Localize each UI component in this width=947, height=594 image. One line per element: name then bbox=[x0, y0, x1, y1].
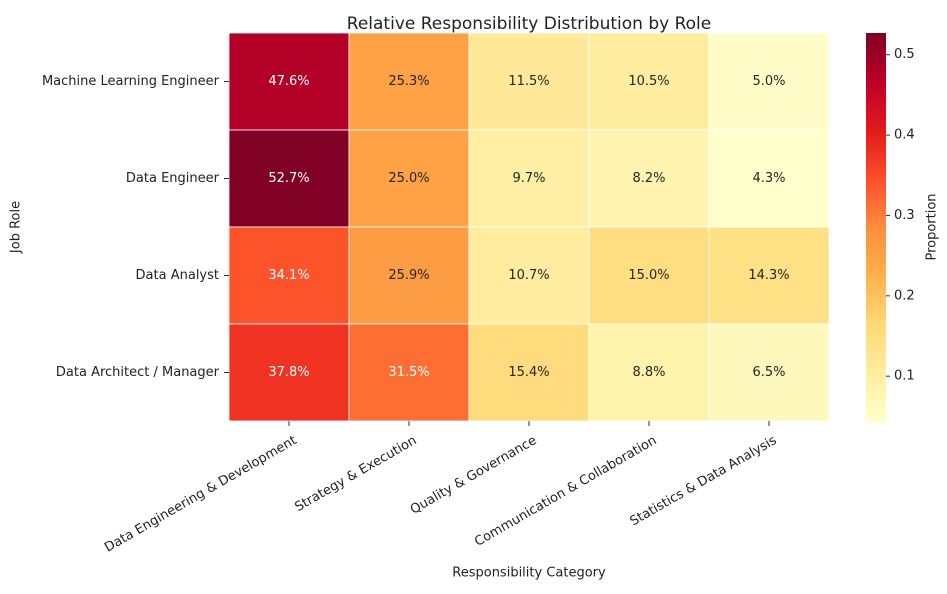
heatmap-cell bbox=[468, 32, 590, 131]
x-axis-label: Responsibility Category bbox=[452, 566, 606, 581]
heatmap-cell bbox=[708, 226, 830, 325]
colorbar-label: Proportion bbox=[925, 193, 940, 260]
colorbar-tick-label: 0.5 bbox=[894, 47, 915, 62]
y-axis-label: Job Role bbox=[9, 201, 24, 254]
cell-value-label: 37.8% bbox=[268, 365, 309, 380]
cell-value-label: 25.3% bbox=[388, 74, 429, 89]
cell-value-label: 6.5% bbox=[752, 365, 785, 380]
heatmap-cell bbox=[468, 129, 590, 228]
colorbar-tick-label: 0.2 bbox=[894, 288, 915, 303]
heatmap-cell bbox=[228, 32, 350, 131]
cell-value-label: 4.3% bbox=[752, 171, 785, 186]
cell-value-label: 34.1% bbox=[268, 268, 309, 283]
x-tick-label: Quality & Governance bbox=[408, 433, 540, 518]
cell-value-label: 25.0% bbox=[388, 171, 429, 186]
cell-value-label: 8.2% bbox=[632, 171, 665, 186]
colorbar-gradient bbox=[866, 33, 886, 422]
heatmap-cell bbox=[468, 226, 590, 325]
heatmap-cell bbox=[348, 32, 470, 131]
heatmap-cell bbox=[228, 129, 350, 228]
heatmap-cell bbox=[708, 129, 830, 228]
colorbar-tick-label: 0.1 bbox=[894, 369, 915, 384]
cell-value-label: 25.9% bbox=[388, 268, 429, 283]
cell-value-label: 52.7% bbox=[268, 171, 309, 186]
heatmap-cell bbox=[708, 323, 830, 422]
cell-value-label: 9.7% bbox=[512, 171, 545, 186]
heatmap-cell bbox=[588, 323, 710, 422]
cell-value-label: 10.7% bbox=[508, 268, 549, 283]
x-tick-label: Strategy & Execution bbox=[292, 433, 419, 515]
y-tick-label: Data Architect / Manager bbox=[56, 365, 220, 380]
cell-value-label: 5.0% bbox=[752, 74, 785, 89]
colorbar-tick-label: 0.4 bbox=[894, 128, 915, 143]
heatmap-cell bbox=[588, 226, 710, 325]
heatmap-cell bbox=[468, 323, 590, 422]
heatmap-cell bbox=[348, 226, 470, 325]
cell-value-label: 31.5% bbox=[388, 365, 429, 380]
y-tick-label: Data Engineer bbox=[126, 171, 220, 186]
cell-value-label: 8.8% bbox=[632, 365, 665, 380]
chart-title: Relative Responsibility Distribution by … bbox=[347, 14, 711, 34]
cell-value-label: 15.0% bbox=[628, 268, 669, 283]
cell-value-label: 10.5% bbox=[628, 74, 669, 89]
heatmap-cell bbox=[348, 323, 470, 422]
heatmap-cell bbox=[588, 32, 710, 131]
cell-value-label: 14.3% bbox=[748, 268, 789, 283]
cell-value-label: 15.4% bbox=[508, 365, 549, 380]
cell-value-label: 11.5% bbox=[508, 74, 549, 89]
y-tick-label: Machine Learning Engineer bbox=[42, 74, 220, 89]
heatmap-cell bbox=[708, 32, 830, 131]
x-tick-label: Data Engineering & Development bbox=[102, 433, 299, 556]
y-tick-label: Data Analyst bbox=[136, 268, 219, 283]
colorbar-tick-label: 0.3 bbox=[894, 208, 915, 223]
heatmap-cells: 47.6% 25.3% 11.5% 10.5% 5.0% 52.7% 25.0% 9.7% 8.… bbox=[228, 32, 830, 422]
cell-value-label: 47.6% bbox=[268, 74, 309, 89]
colorbar: 0.1 0.2 0.3 0.4 0.5 bbox=[866, 33, 915, 422]
y-axis-ticks: Machine Learning Engineer Data Engineer Da… bbox=[42, 74, 229, 380]
